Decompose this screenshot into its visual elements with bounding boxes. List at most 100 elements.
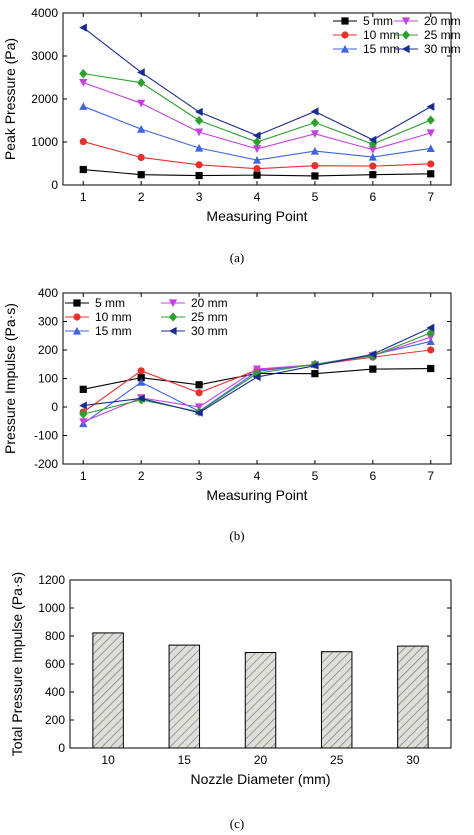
- a-data-point: [194, 128, 204, 137]
- a-xtick-label: 5: [312, 190, 319, 204]
- b-ytick-label: 300: [38, 315, 58, 329]
- b-legend-marker: [73, 313, 81, 321]
- b-legend-marker: [168, 312, 178, 322]
- c-bar: [397, 645, 429, 749]
- panel-label-c: (c): [230, 816, 244, 831]
- b-series-line: [82, 349, 431, 413]
- b-data-point: [79, 409, 88, 419]
- a-data-point: [79, 137, 87, 146]
- a-data-point: [79, 23, 87, 32]
- a-legend-label: 5 mm: [363, 14, 393, 28]
- b-data-point: [369, 365, 377, 373]
- a-data-point: [310, 130, 320, 138]
- a-data-point: [427, 160, 435, 168]
- b-legend-marker: [168, 299, 178, 308]
- c-bar: [168, 644, 201, 749]
- c-xtick-label: 20: [254, 753, 268, 767]
- a-data-point: [252, 131, 261, 140]
- a-legend-marker: [340, 44, 350, 53]
- a-data-point: [253, 165, 261, 173]
- a-data-point: [369, 162, 377, 170]
- a-data-point: [79, 79, 88, 87]
- chart-b: -200 -100 0 100 200 300 400 Pressure Impulse (P…: [2, 286, 452, 503]
- a-ytick-label: 2000: [31, 92, 58, 106]
- a-data-point: [137, 171, 145, 179]
- c-ytick-label: 800: [45, 629, 65, 643]
- b-data-point: [427, 364, 435, 373]
- a-data-point: [369, 171, 377, 179]
- a-xtick-label: 3: [196, 190, 203, 204]
- a-data-point: [195, 171, 203, 180]
- b-series-line: [83, 336, 431, 423]
- b-ytick-label: 100: [38, 372, 58, 386]
- a-legend-label: 10 mm: [363, 28, 400, 42]
- b-data-point: [368, 350, 377, 359]
- c-x-axis-label: Nozzle Diameter (mm): [190, 771, 330, 787]
- a-data-point: [310, 146, 320, 155]
- b-xtick-label: 2: [138, 469, 145, 483]
- b-ytick-label: 0: [51, 400, 58, 414]
- a-data-point: [137, 99, 146, 108]
- b-ytick-label: 200: [38, 343, 58, 357]
- chart-a: 0 1000 2000 3000 4000 Peak Pressure (Pa) 1 2 3 4 5…: [2, 6, 461, 224]
- b-legend-label: 10 mm: [95, 310, 132, 324]
- b-data-point: [79, 418, 88, 426]
- c-bar: [92, 632, 124, 749]
- a-legend-marker: [401, 30, 411, 40]
- c-ytick-label: 600: [45, 657, 65, 671]
- a-data-point: [79, 165, 87, 174]
- c-xtick-label: 25: [330, 753, 344, 767]
- b-legend-marker: [72, 326, 82, 335]
- a-data-point: [426, 144, 435, 153]
- c-bar: [244, 652, 277, 749]
- a-data-point: [79, 69, 88, 79]
- a-data-point: [79, 102, 88, 110]
- a-xtick-label: 4: [254, 190, 261, 204]
- b-ytick-label: 400: [38, 286, 58, 300]
- a-xtick-label: 2: [138, 190, 145, 204]
- b-xtick-label: 6: [369, 469, 376, 483]
- b-data-point: [137, 367, 145, 375]
- b-data-point: [79, 385, 87, 393]
- c-ytick-label: 1200: [38, 573, 65, 587]
- a-legend-marker: [401, 44, 410, 54]
- b-data-point: [194, 408, 203, 417]
- panel-label-b: (b): [229, 528, 244, 543]
- a-legend-label: 20 mm: [424, 14, 461, 28]
- a-data-point: [195, 161, 203, 169]
- b-data-point: [195, 381, 203, 389]
- a-data-point: [252, 145, 262, 153]
- b-xtick-label: 5: [312, 469, 319, 483]
- a-xtick-label: 1: [80, 190, 87, 204]
- a-legend-marker: [341, 31, 349, 39]
- a-data-point: [194, 115, 204, 126]
- a-y-axis-label: Peak Pressure (Pa): [2, 38, 18, 160]
- a-x-axis-label: Measuring Point: [206, 208, 307, 224]
- b-data-point: [311, 370, 319, 378]
- a-data-point: [368, 139, 377, 149]
- a-data-point: [368, 146, 377, 154]
- b-x-axis-label: Measuring Point: [206, 487, 307, 503]
- b-data-point: [252, 372, 261, 382]
- c-ytick-label: 200: [45, 713, 65, 727]
- b-xtick-label: 1: [80, 469, 87, 483]
- b-xtick-label: 4: [254, 469, 261, 483]
- a-data-point: [368, 152, 377, 161]
- a-data-point: [137, 125, 146, 133]
- a-data-point: [427, 170, 435, 178]
- a-legend-marker: [401, 17, 411, 26]
- b-y-axis-label: Pressure Impulse (Pa·s): [2, 303, 18, 454]
- c-xtick-label: 30: [406, 753, 420, 767]
- a-xtick-label: 6: [369, 190, 376, 204]
- b-legend-label: 15 mm: [95, 324, 132, 338]
- a-data-point: [426, 115, 435, 125]
- b-xtick-label: 3: [196, 469, 203, 483]
- b-legend-label: 20 mm: [191, 296, 228, 310]
- b-ytick-label: -200: [34, 457, 58, 471]
- a-data-point: [137, 78, 146, 88]
- panel-label-a: (a): [230, 250, 244, 265]
- chart-c: 0 200 400 600 800 1000 1200 Total Pressure Impu…: [9, 572, 452, 787]
